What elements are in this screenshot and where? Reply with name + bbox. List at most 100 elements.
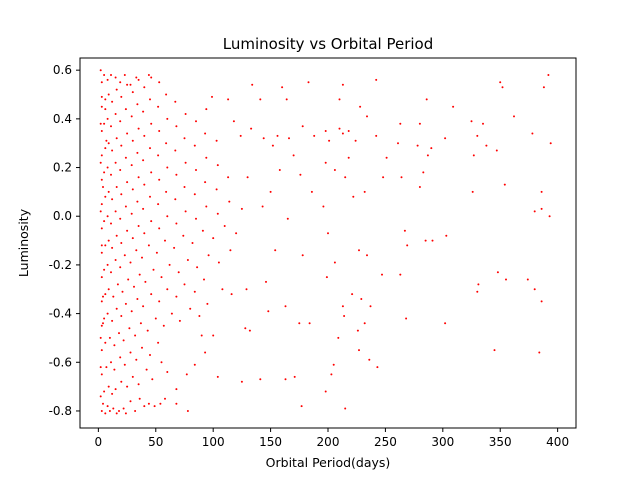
data-point xyxy=(354,139,357,142)
data-point xyxy=(292,154,295,157)
data-point xyxy=(470,120,473,123)
data-point xyxy=(150,220,153,223)
data-point xyxy=(333,169,336,171)
data-point xyxy=(337,336,340,339)
data-point xyxy=(100,203,103,206)
data-point xyxy=(135,358,138,361)
data-point xyxy=(493,349,496,352)
data-point xyxy=(100,410,103,412)
data-point xyxy=(193,290,196,293)
data-point xyxy=(196,266,199,269)
x-tick-label: 300 xyxy=(431,435,454,449)
data-point xyxy=(164,397,166,400)
data-point xyxy=(165,190,168,193)
data-point xyxy=(173,246,176,249)
data-point xyxy=(540,300,543,303)
data-point xyxy=(120,193,123,196)
data-point xyxy=(100,178,103,181)
data-point xyxy=(99,336,102,339)
data-point xyxy=(363,190,366,193)
data-point xyxy=(175,295,178,298)
data-point xyxy=(549,142,552,145)
data-point xyxy=(110,125,112,128)
data-point xyxy=(115,412,118,415)
y-tick-label: 0.0 xyxy=(53,209,72,223)
data-point xyxy=(200,334,203,337)
data-point xyxy=(137,127,140,130)
data-point xyxy=(223,225,226,227)
data-point xyxy=(102,186,104,188)
data-point xyxy=(198,315,201,317)
data-point xyxy=(324,390,327,393)
data-point xyxy=(499,81,502,84)
data-point xyxy=(293,375,296,378)
data-point xyxy=(100,154,103,157)
data-point xyxy=(165,93,168,96)
data-point xyxy=(106,78,109,81)
data-point xyxy=(119,169,122,171)
data-point xyxy=(126,83,129,86)
data-point xyxy=(195,120,197,123)
data-point xyxy=(452,105,455,108)
data-point xyxy=(285,98,288,101)
data-point xyxy=(106,166,109,169)
data-point xyxy=(103,390,106,393)
data-point xyxy=(344,176,347,179)
data-point xyxy=(164,239,166,242)
data-point xyxy=(106,263,109,266)
data-point xyxy=(104,98,107,101)
data-point xyxy=(540,190,543,193)
data-point xyxy=(106,405,109,408)
data-point xyxy=(444,322,447,325)
data-point xyxy=(126,181,129,184)
data-point xyxy=(207,254,210,257)
data-point xyxy=(99,210,102,213)
data-point xyxy=(147,74,150,76)
data-point xyxy=(206,302,209,305)
data-point xyxy=(221,288,224,291)
data-point xyxy=(216,212,219,215)
data-point xyxy=(134,410,137,412)
data-point xyxy=(351,293,354,296)
data-point xyxy=(104,108,107,111)
data-point xyxy=(485,144,488,147)
data-point xyxy=(174,198,177,201)
data-point xyxy=(327,232,329,235)
data-point xyxy=(193,363,196,366)
data-point xyxy=(131,188,134,191)
data-point xyxy=(183,137,186,140)
y-tick-label: 0.6 xyxy=(53,63,72,77)
data-point xyxy=(144,280,147,283)
data-point xyxy=(139,322,142,325)
data-point xyxy=(154,317,157,320)
data-point xyxy=(310,190,313,193)
data-point xyxy=(107,239,110,242)
data-point xyxy=(166,288,169,291)
axis-ticks: 0 50 100 150 200 250 300 350 400 -0.8 -0.6 -0.4 -0.2… xyxy=(49,63,570,449)
y-tick-label: -0.4 xyxy=(49,307,72,321)
data-point xyxy=(106,215,109,218)
data-point xyxy=(115,186,118,188)
data-point xyxy=(104,341,107,344)
data-point xyxy=(158,300,161,303)
data-point xyxy=(149,147,151,150)
data-point xyxy=(166,117,169,120)
data-point xyxy=(138,397,141,400)
data-point xyxy=(147,244,150,247)
data-point xyxy=(107,288,110,291)
data-point xyxy=(397,142,399,145)
data-point xyxy=(347,130,350,132)
data-point xyxy=(358,249,360,252)
data-point xyxy=(246,176,249,179)
data-point xyxy=(124,205,127,208)
data-point xyxy=(330,373,333,376)
data-point xyxy=(149,195,151,198)
data-point xyxy=(106,312,109,315)
data-point xyxy=(100,349,103,352)
data-point xyxy=(366,254,368,257)
data-point xyxy=(100,373,103,376)
data-point xyxy=(100,251,103,254)
data-point xyxy=(160,361,163,364)
data-point xyxy=(501,86,504,89)
x-tick-label: 400 xyxy=(546,435,569,449)
